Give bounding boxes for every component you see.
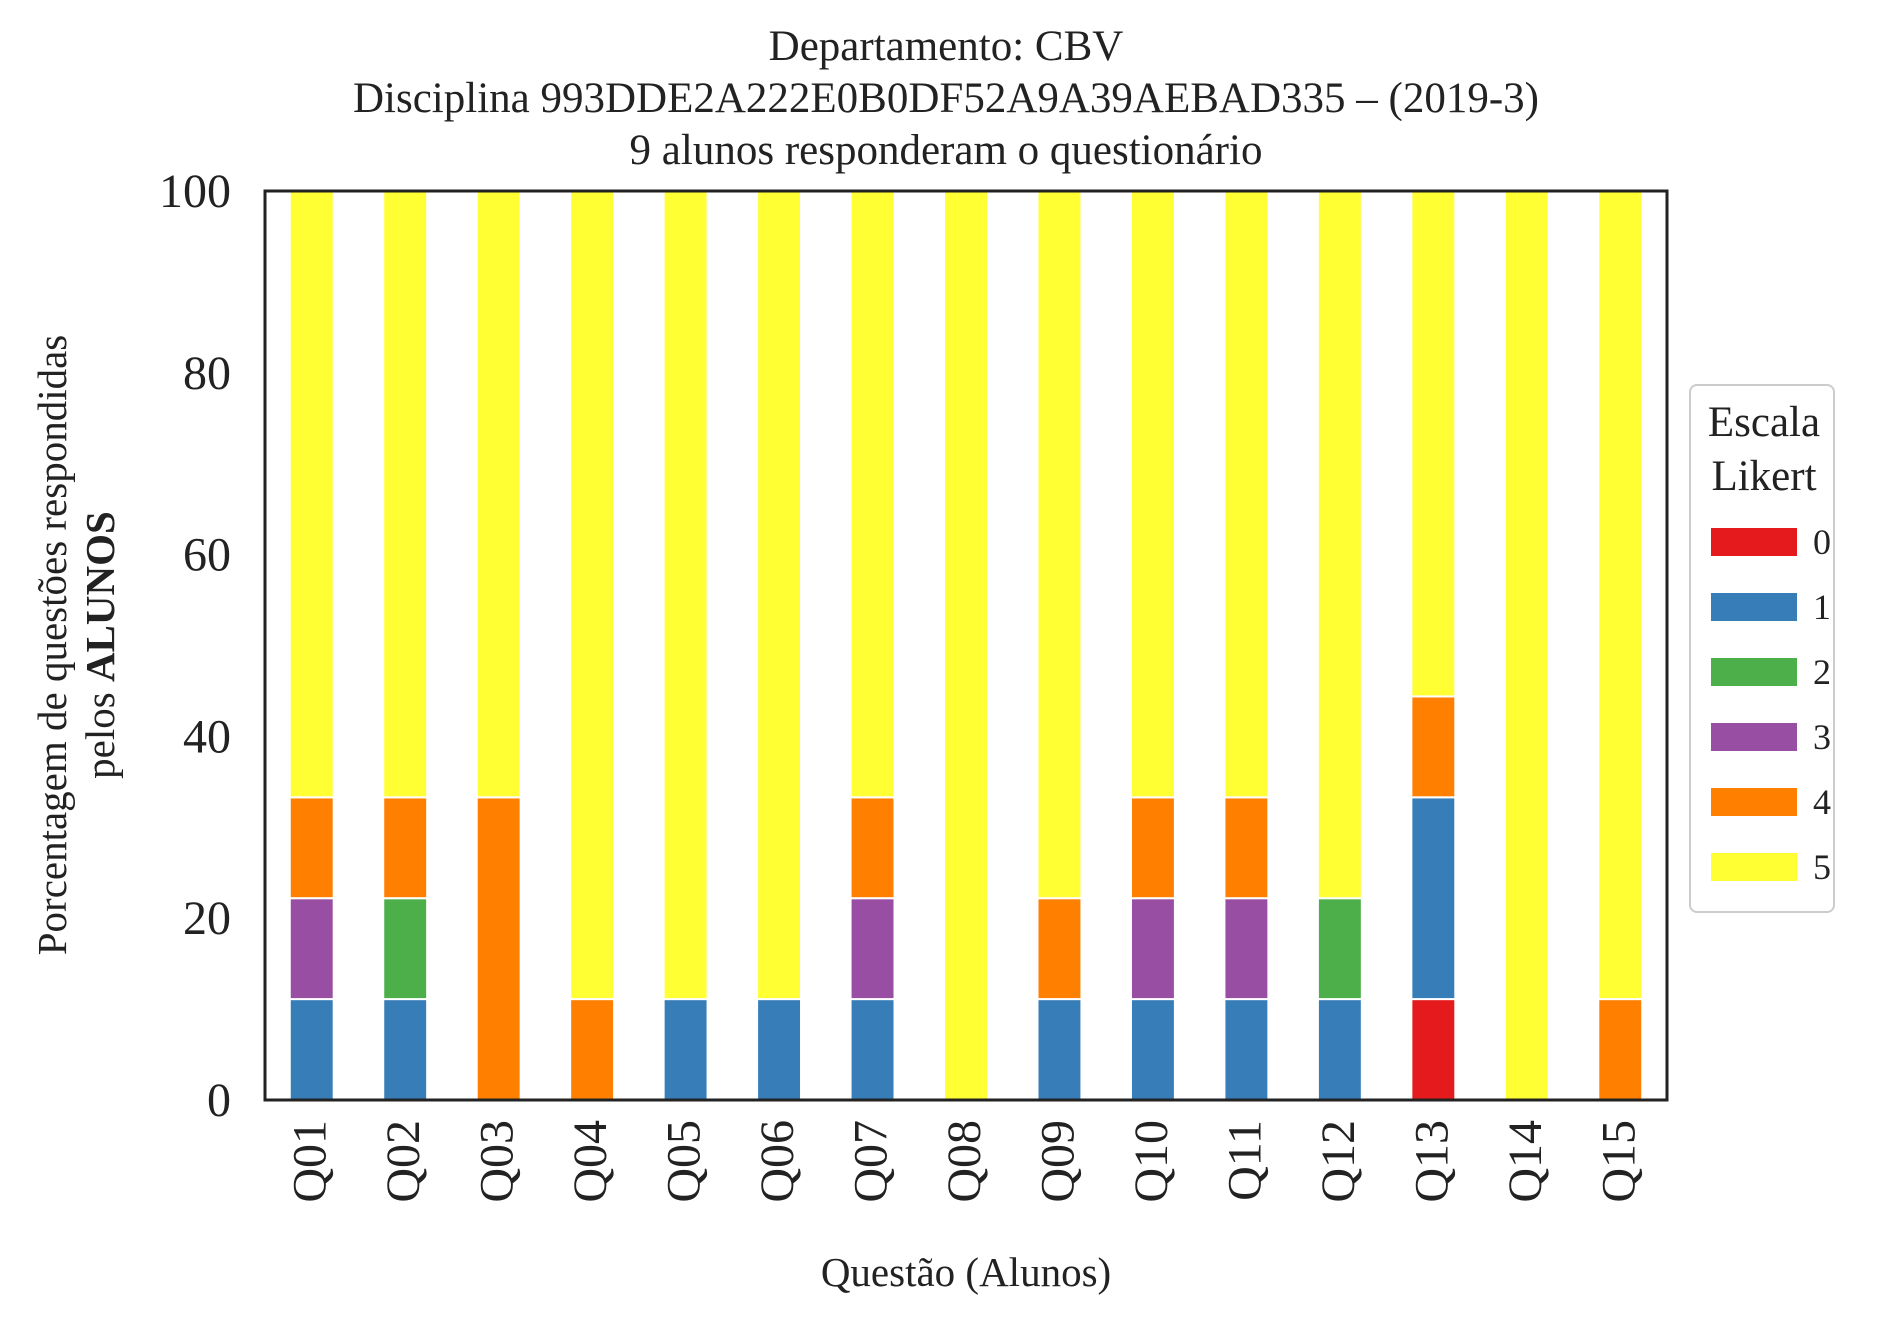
- legend-label: 4: [1813, 782, 1831, 822]
- x-tick-label: Q09: [1031, 1120, 1084, 1203]
- bar-segment-q03-likert-5: [475, 190, 522, 799]
- legend-swatch: [1711, 723, 1797, 751]
- bar-segment-q10-likert-4: [1129, 796, 1176, 900]
- bar-segment-q06-likert-5: [756, 190, 803, 1001]
- legend-title: Escala Likert: [1691, 396, 1837, 504]
- bar-segment-q07-likert-1: [849, 998, 896, 1102]
- legend-label: 1: [1813, 587, 1831, 627]
- plot-frame: [263, 189, 1669, 1102]
- bar-segment-q10-likert-1: [1129, 998, 1176, 1102]
- legend-item-3: 3: [1691, 717, 1837, 757]
- y-axis-label-line2: pelos ALUNOS: [76, 230, 124, 1060]
- legend-swatch: [1711, 528, 1797, 556]
- bar-segment-q04-likert-4: [569, 998, 616, 1102]
- bar-segment-q09-likert-1: [1036, 998, 1083, 1102]
- legend-label: 5: [1813, 847, 1831, 887]
- bar-segment-q13-likert-1: [1410, 796, 1457, 1001]
- bar-segment-q07-likert-4: [849, 796, 896, 900]
- y-axis-label: Porcentagem de questões respondidas pelo…: [28, 230, 124, 1060]
- x-tick-label: Q15: [1592, 1120, 1645, 1203]
- y-tick-label: 80: [183, 347, 231, 400]
- legend-swatch: [1711, 593, 1797, 621]
- legend: Escala Likert 0 1 2 3 4 5: [1689, 384, 1835, 913]
- bar-segment-q02-likert-1: [382, 998, 429, 1102]
- bar-segment-q10-likert-3: [1129, 897, 1176, 1001]
- x-tick-label: Q11: [1218, 1120, 1271, 1201]
- bar-segment-q10-likert-5: [1129, 190, 1176, 799]
- legend-swatch: [1711, 658, 1797, 686]
- x-tick-label: Q06: [751, 1120, 804, 1203]
- bar-segment-q04-likert-5: [569, 190, 616, 1001]
- y-axis-label-line1: Porcentagem de questões respondidas: [29, 334, 75, 956]
- y-axis-ticks: 0 20 40 60 80 100: [159, 165, 231, 1127]
- x-tick-label: Q10: [1125, 1120, 1178, 1203]
- bar-segment-q09-likert-4: [1036, 897, 1083, 1001]
- y-axis-label-bold: ALUNOS: [77, 511, 123, 683]
- bar-segment-q05-likert-5: [662, 190, 709, 1001]
- y-tick-label: 100: [159, 165, 231, 218]
- x-tick-label: Q14: [1499, 1120, 1552, 1203]
- bar-segment-q01-likert-4: [288, 796, 335, 900]
- bar-segment-q07-likert-3: [849, 897, 896, 1001]
- x-tick-label: Q03: [471, 1120, 524, 1203]
- bar-segment-q15-likert-4: [1597, 998, 1644, 1102]
- bar-segment-q12-likert-1: [1316, 998, 1363, 1102]
- bar-segment-q03-likert-4: [475, 796, 522, 1101]
- chart-title-respondents: 9 alunos responderam o questionário: [629, 127, 1263, 174]
- legend-swatch: [1711, 853, 1797, 881]
- legend-item-5: 5: [1691, 847, 1837, 887]
- legend-title-line1: Escala: [1707, 399, 1821, 446]
- x-tick-label: Q13: [1405, 1120, 1458, 1203]
- bar-segment-q02-likert-5: [382, 190, 429, 799]
- legend-label: 2: [1813, 652, 1831, 692]
- bar-segment-q02-likert-2: [382, 897, 429, 1001]
- x-tick-label: Q05: [658, 1120, 711, 1203]
- chart-title-discipline: Disciplina 993DDE2A222E0B0DF52A9A39AEBAD…: [352, 75, 1539, 122]
- bar-segment-q14-likert-5: [1503, 190, 1550, 1101]
- legend-swatch: [1711, 788, 1797, 816]
- x-tick-label: Q02: [377, 1120, 430, 1203]
- y-axis-label-prefix: pelos: [77, 682, 123, 779]
- legend-item-1: 1: [1691, 587, 1837, 627]
- y-tick-label: 20: [183, 892, 231, 945]
- legend-title-line2: Likert: [1711, 453, 1817, 500]
- legend-item-4: 4: [1691, 782, 1837, 822]
- bar-segment-q11-likert-4: [1223, 796, 1270, 900]
- x-tick-label: Q07: [845, 1120, 898, 1203]
- chart-title-department: Departamento: CBV: [768, 23, 1124, 70]
- bar-segment-q02-likert-4: [382, 796, 429, 900]
- y-tick-label: 40: [183, 710, 231, 763]
- bars-layer: [288, 190, 1644, 1102]
- legend-item-2: 2: [1691, 652, 1837, 692]
- bar-segment-q01-likert-1: [288, 998, 335, 1102]
- legend-item-0: 0: [1691, 522, 1837, 562]
- bar-segment-q15-likert-5: [1597, 190, 1644, 1001]
- x-tick-label: Q08: [938, 1120, 991, 1203]
- bar-segment-q08-likert-5: [943, 190, 989, 1101]
- bar-segment-q06-likert-1: [756, 998, 803, 1102]
- bar-segment-q13-likert-5: [1410, 190, 1457, 698]
- y-tick-label: 60: [183, 529, 231, 582]
- bar-segment-q11-likert-1: [1223, 998, 1270, 1102]
- bar-segment-q13-likert-0: [1410, 998, 1457, 1102]
- bar-segment-q07-likert-5: [849, 190, 896, 799]
- x-tick-label: Q01: [284, 1120, 337, 1203]
- bar-segment-q01-likert-5: [288, 190, 335, 799]
- x-axis-label: Questão (Alunos): [820, 1249, 1112, 1295]
- bar-segment-q01-likert-3: [288, 897, 335, 1001]
- bar-segment-q12-likert-5: [1316, 190, 1363, 900]
- bar-segment-q11-likert-5: [1223, 190, 1270, 799]
- legend-label: 0: [1813, 522, 1831, 562]
- y-tick-label: 0: [207, 1074, 231, 1127]
- x-axis-ticks: Q01 Q02 Q03 Q04 Q05 Q06 Q07 Q08 Q09 Q10 Q11 Q12 Q13 Q…: [284, 1120, 1646, 1203]
- bar-segment-q13-likert-4: [1410, 695, 1457, 799]
- bar-segment-q11-likert-3: [1223, 897, 1270, 1001]
- bar-segment-q12-likert-2: [1316, 897, 1363, 1001]
- x-tick-label: Q04: [564, 1120, 617, 1203]
- legend-label: 3: [1813, 717, 1831, 757]
- bar-segment-q09-likert-5: [1036, 190, 1083, 900]
- x-tick-label: Q12: [1312, 1120, 1365, 1203]
- bar-segment-q05-likert-1: [662, 998, 709, 1102]
